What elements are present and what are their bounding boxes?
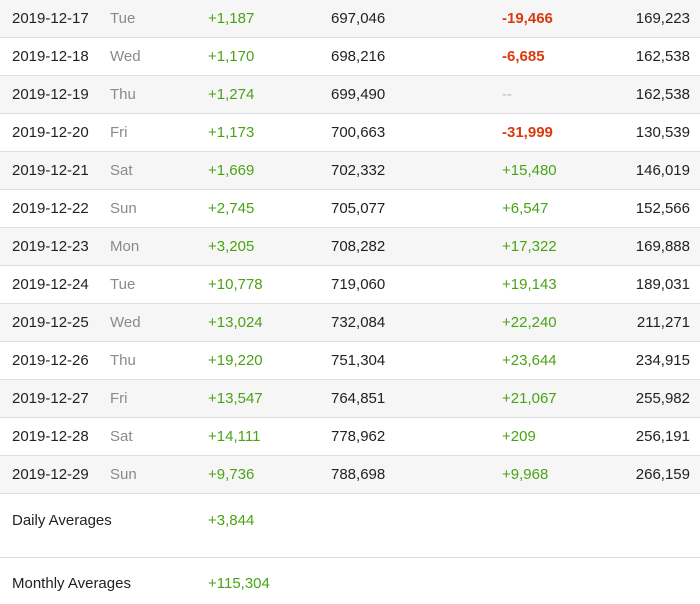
gain-cell: +13,547 <box>208 390 263 407</box>
daily-averages-row: Daily Averages +3,844 <box>0 495 700 558</box>
gain-cell: +10,778 <box>208 276 263 293</box>
value-cell: 266,159 <box>635 466 690 483</box>
table-row: 2019-12-23 Mon +3,205 708,282 +17,322 169,888 <box>0 228 700 266</box>
value-cell: 189,031 <box>635 276 690 293</box>
change-cell: +23,644 <box>502 352 557 369</box>
date-cell: 2019-12-28 <box>12 428 89 445</box>
weekday-cell: Sat <box>110 162 133 179</box>
change-cell: -6,685 <box>502 48 545 65</box>
date-cell: 2019-12-27 <box>12 390 89 407</box>
value-cell: 130,539 <box>635 124 690 141</box>
weekday-cell: Sat <box>110 428 133 445</box>
date-cell: 2019-12-25 <box>12 314 89 331</box>
change-cell: +6,547 <box>502 200 549 217</box>
date-cell: 2019-12-18 <box>12 48 89 65</box>
table-row: 2019-12-22 Sun +2,745 705,077 +6,547 152,566 <box>0 190 700 228</box>
weekday-cell: Wed <box>110 48 141 65</box>
change-cell: -31,999 <box>502 124 553 141</box>
date-cell: 2019-12-17 <box>12 10 89 27</box>
weekday-cell: Mon <box>110 238 140 255</box>
date-cell: 2019-12-19 <box>12 86 89 103</box>
gain-cell: +19,220 <box>208 352 263 369</box>
monthly-averages-value: +115,304 <box>208 575 270 592</box>
monthly-averages-row: Monthly Averages +115,304 <box>0 558 700 604</box>
date-cell: 2019-12-23 <box>12 238 89 255</box>
table-row: 2019-12-26 Thu +19,220 751,304 +23,644 234,91… <box>0 342 700 380</box>
weekday-cell: Fri <box>110 390 128 407</box>
gain-cell: +1,170 <box>208 48 255 65</box>
total-cell: 700,663 <box>331 124 386 141</box>
weekday-cell: Wed <box>110 314 141 331</box>
weekday-cell: Thu <box>110 86 136 103</box>
total-cell: 705,077 <box>331 200 386 217</box>
date-cell: 2019-12-21 <box>12 162 89 179</box>
change-cell: -- <box>502 86 512 103</box>
weekday-cell: Fri <box>110 124 128 141</box>
table-row: 2019-12-25 Wed +13,024 732,084 +22,240 211,27… <box>0 304 700 342</box>
table-row: 2019-12-21 Sat +1,669 702,332 +15,480 146,019 <box>0 152 700 190</box>
total-cell: 764,851 <box>331 390 386 407</box>
value-cell: 162,538 <box>635 86 690 103</box>
table-row: 2019-12-20 Fri +1,173 700,663 -31,999 130,539 <box>0 114 700 152</box>
table-row: 2019-12-17 Tue +1,187 697,046 -19,466 169,223 <box>0 0 700 38</box>
gain-cell: +1,669 <box>208 162 255 179</box>
date-cell: 2019-12-22 <box>12 200 89 217</box>
weekday-cell: Tue <box>110 10 136 27</box>
change-cell: +15,480 <box>502 162 557 179</box>
daily-averages-label: Daily Averages <box>12 512 112 529</box>
change-cell: +22,240 <box>502 314 557 331</box>
date-cell: 2019-12-29 <box>12 466 89 483</box>
gain-cell: +14,111 <box>208 428 261 445</box>
value-cell: 152,566 <box>635 200 690 217</box>
weekday-cell: Sun <box>110 200 137 217</box>
total-cell: 698,216 <box>331 48 386 65</box>
gain-cell: +13,024 <box>208 314 263 331</box>
total-cell: 699,490 <box>331 86 386 103</box>
value-cell: 169,888 <box>635 238 690 255</box>
total-cell: 788,698 <box>331 466 386 483</box>
total-cell: 708,282 <box>331 238 386 255</box>
change-cell: +19,143 <box>502 276 557 293</box>
weekday-cell: Sun <box>110 466 137 483</box>
date-cell: 2019-12-20 <box>12 124 89 141</box>
table-row: 2019-12-28 Sat +14,111 778,962 +209 256,191 <box>0 418 700 456</box>
table-row: 2019-12-18 Wed +1,170 698,216 -6,685 162,538 <box>0 38 700 76</box>
total-cell: 778,962 <box>331 428 386 445</box>
weekday-cell: Thu <box>110 352 136 369</box>
gain-cell: +1,187 <box>208 10 255 27</box>
date-cell: 2019-12-24 <box>12 276 89 293</box>
value-cell: 211,271 <box>636 314 690 331</box>
total-cell: 702,332 <box>331 162 386 179</box>
gain-cell: +2,745 <box>208 200 255 217</box>
table-row: 2019-12-24 Tue +10,778 719,060 +19,143 189,03… <box>0 266 700 304</box>
value-cell: 234,915 <box>635 352 690 369</box>
date-cell: 2019-12-26 <box>12 352 89 369</box>
value-cell: 162,538 <box>635 48 690 65</box>
gain-cell: +3,205 <box>208 238 255 255</box>
change-cell: +209 <box>502 428 536 445</box>
total-cell: 719,060 <box>331 276 386 293</box>
change-cell: -19,466 <box>502 10 553 27</box>
gain-cell: +9,736 <box>208 466 255 483</box>
table-row: 2019-12-29 Sun +9,736 788,698 +9,968 266,159 <box>0 456 700 494</box>
value-cell: 256,191 <box>635 428 690 445</box>
gain-cell: +1,173 <box>208 124 255 141</box>
monthly-averages-label: Monthly Averages <box>12 575 131 592</box>
value-cell: 146,019 <box>635 162 690 179</box>
value-cell: 255,982 <box>635 390 690 407</box>
change-cell: +9,968 <box>502 466 549 483</box>
total-cell: 697,046 <box>331 10 386 27</box>
change-cell: +17,322 <box>502 238 557 255</box>
daily-averages-value: +3,844 <box>208 512 255 529</box>
weekday-cell: Tue <box>110 276 136 293</box>
total-cell: 732,084 <box>331 314 386 331</box>
stats-table: 2019-12-17 Tue +1,187 697,046 -19,466 169,223… <box>0 0 700 494</box>
total-cell: 751,304 <box>331 352 386 369</box>
table-row: 2019-12-19 Thu +1,274 699,490 -- 162,538 <box>0 76 700 114</box>
table-row: 2019-12-27 Fri +13,547 764,851 +21,067 255,98… <box>0 380 700 418</box>
value-cell: 169,223 <box>635 10 690 27</box>
change-cell: +21,067 <box>502 390 557 407</box>
gain-cell: +1,274 <box>208 86 255 103</box>
